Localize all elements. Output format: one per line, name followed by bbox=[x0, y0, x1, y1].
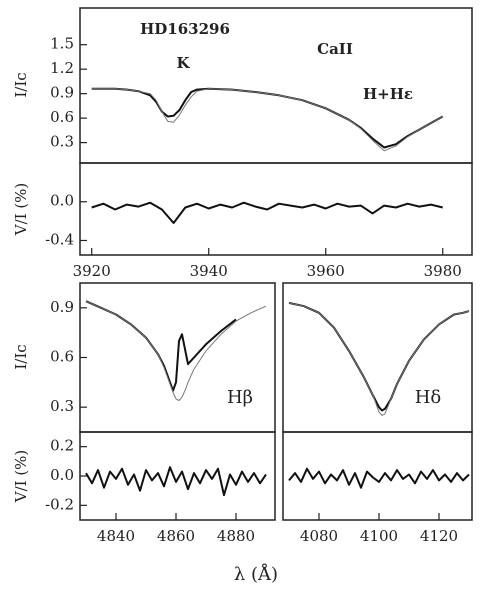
y-tick-label: 0.0 bbox=[50, 192, 74, 210]
data-line bbox=[91, 88, 443, 152]
y-axis-label: I/Ic bbox=[12, 72, 30, 97]
x-tick-label: 3980 bbox=[424, 262, 462, 280]
panel-frame bbox=[79, 7, 473, 164]
y-tick-label: 0.3 bbox=[50, 133, 74, 151]
y-tick-label: 0.0 bbox=[50, 466, 74, 484]
panel-frame bbox=[282, 282, 473, 433]
x-tick-label: 3960 bbox=[307, 262, 345, 280]
annotation: Hδ bbox=[415, 387, 442, 408]
data-line bbox=[91, 201, 443, 224]
y-tick-label: -0.2 bbox=[45, 495, 74, 513]
panel-frame bbox=[79, 162, 473, 256]
annotation: CaII bbox=[317, 40, 353, 58]
x-tick-label: 4860 bbox=[157, 527, 195, 545]
annotation: H+Hε bbox=[363, 85, 413, 103]
y-tick-label: 0.3 bbox=[50, 397, 74, 415]
y-tick-label: -0.4 bbox=[45, 230, 74, 248]
x-tick-label: 4120 bbox=[420, 527, 458, 545]
y-tick-label: 0.6 bbox=[50, 348, 74, 366]
data-line bbox=[85, 466, 267, 497]
y-tick-label: 0.9 bbox=[50, 298, 74, 316]
data-line bbox=[288, 301, 470, 412]
y-axis-label: I/Ic bbox=[12, 344, 30, 369]
y-tick-label: 0.6 bbox=[50, 108, 74, 126]
data-line bbox=[85, 300, 267, 401]
y-axis-label: V/I (%) bbox=[12, 183, 30, 237]
y-tick-label: 0.2 bbox=[50, 437, 74, 455]
data-line bbox=[288, 467, 470, 489]
x-tick-label: 4880 bbox=[217, 527, 255, 545]
data-line bbox=[85, 300, 237, 392]
x-tick-label: 4840 bbox=[97, 527, 135, 545]
data-line bbox=[288, 302, 470, 416]
x-tick-label: 4100 bbox=[360, 527, 398, 545]
chart-title: HD163296 bbox=[140, 20, 230, 38]
annotation: Hβ bbox=[227, 387, 253, 408]
y-axis-label: V/I (%) bbox=[12, 450, 30, 504]
x-tick-label: 4080 bbox=[300, 527, 338, 545]
panel-frame bbox=[282, 431, 473, 521]
y-tick-label: 1.2 bbox=[50, 59, 74, 77]
x-axis-label: λ (Å) bbox=[234, 563, 278, 585]
y-tick-label: 1.5 bbox=[50, 35, 74, 53]
annotation: K bbox=[176, 54, 190, 72]
y-tick-label: 0.9 bbox=[50, 84, 74, 102]
x-tick-label: 3920 bbox=[73, 262, 111, 280]
x-tick-label: 3940 bbox=[190, 262, 228, 280]
